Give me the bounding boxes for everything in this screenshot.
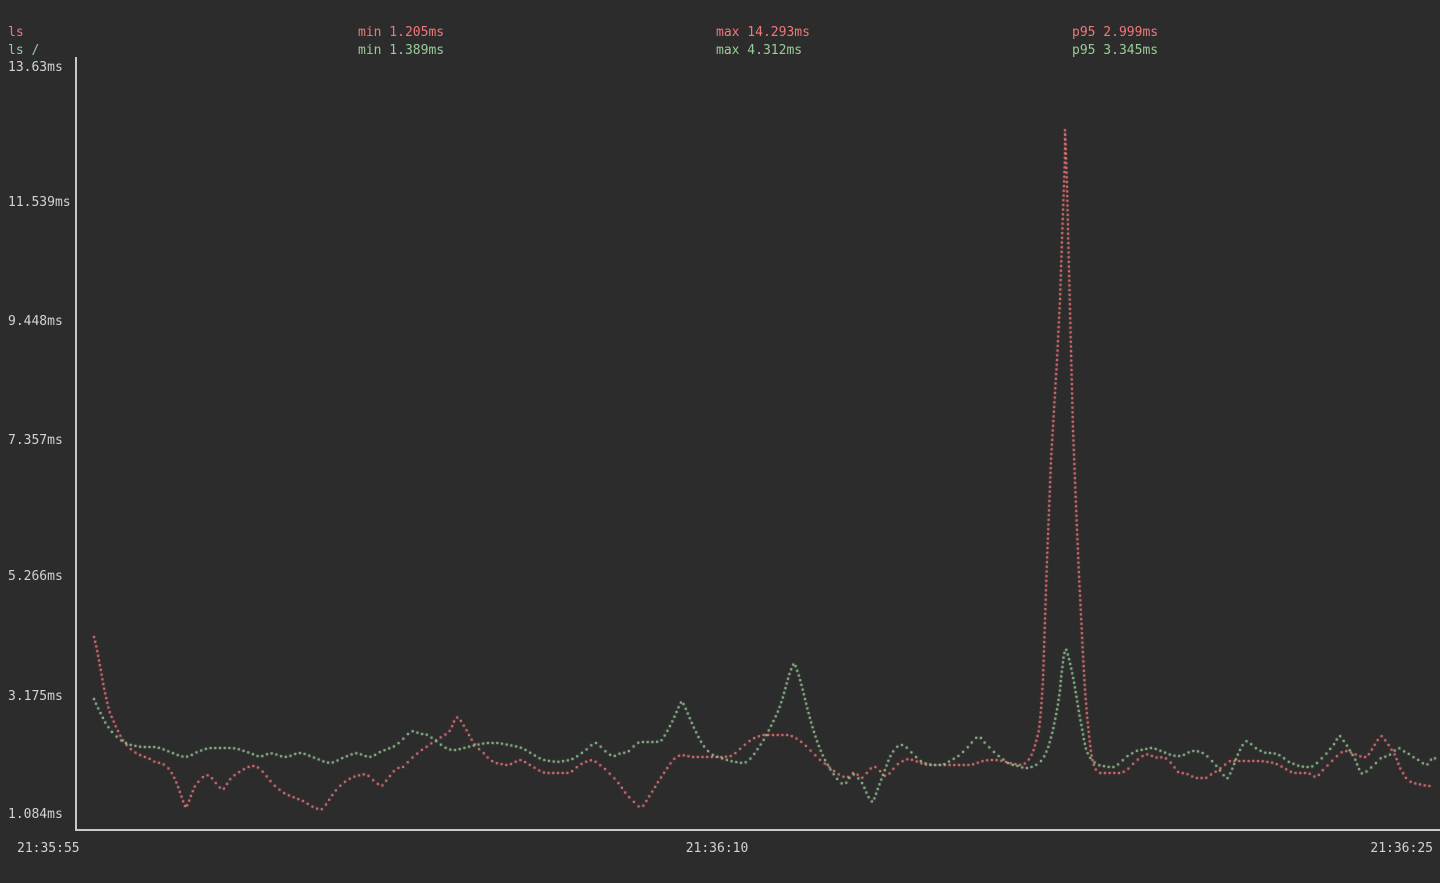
latency-chart-canvas (0, 0, 1440, 883)
